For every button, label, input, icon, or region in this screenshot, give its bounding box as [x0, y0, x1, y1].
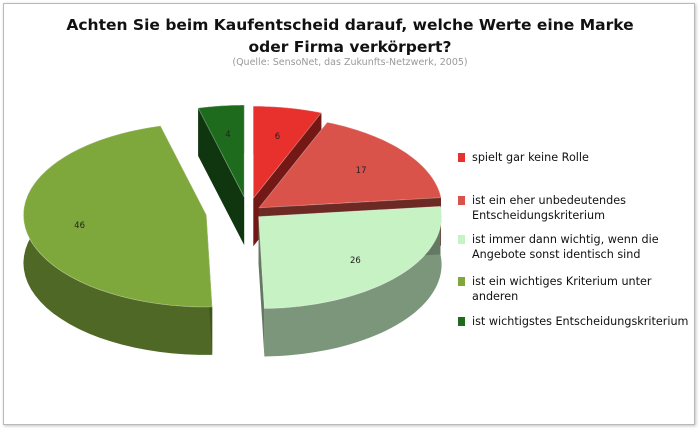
data-label-1: 17 [356, 166, 367, 176]
legend-swatch [458, 317, 465, 326]
chart-subtitle: (Quelle: SensoNet, das Zukunfts-Netzwerk… [232, 57, 468, 68]
slice-top-2 [258, 205, 443, 309]
legend-label: ist wichtigstes Entscheidungskriterium [472, 315, 689, 328]
slice-top-4 [197, 104, 245, 198]
slice-top-3 [23, 125, 213, 308]
slice-top-1 [258, 121, 442, 209]
pie-tops [23, 104, 443, 309]
pie-data-labels: 6 17 26 46 4 [74, 130, 366, 266]
chart-title: Achten Sie beim Kaufentscheid darauf, we… [66, 16, 634, 56]
data-label-3: 46 [74, 221, 85, 231]
data-label-2: 26 [350, 256, 361, 266]
data-label-4: 4 [225, 130, 230, 140]
legend-swatch [458, 196, 465, 205]
slice-side-2-rim [264, 206, 442, 357]
legend-label: spielt gar keine Rolle [472, 151, 589, 164]
legend-label: ist immer dann wichtig, wenn die Angebot… [472, 233, 659, 261]
slice-top-0 [252, 105, 323, 200]
slice-side-4-wall-0 [198, 108, 245, 246]
slice-side-2-wall-1 [258, 216, 265, 357]
legend-swatch [458, 277, 465, 286]
legend-swatch [458, 153, 465, 162]
data-label-0: 6 [275, 132, 280, 142]
legend-swatch [458, 235, 465, 244]
legend-label: ist ein wichtiges Kriterium unter andere… [472, 275, 652, 303]
legend-label: ist ein eher unbedeutendes Entscheidungs… [472, 194, 626, 222]
